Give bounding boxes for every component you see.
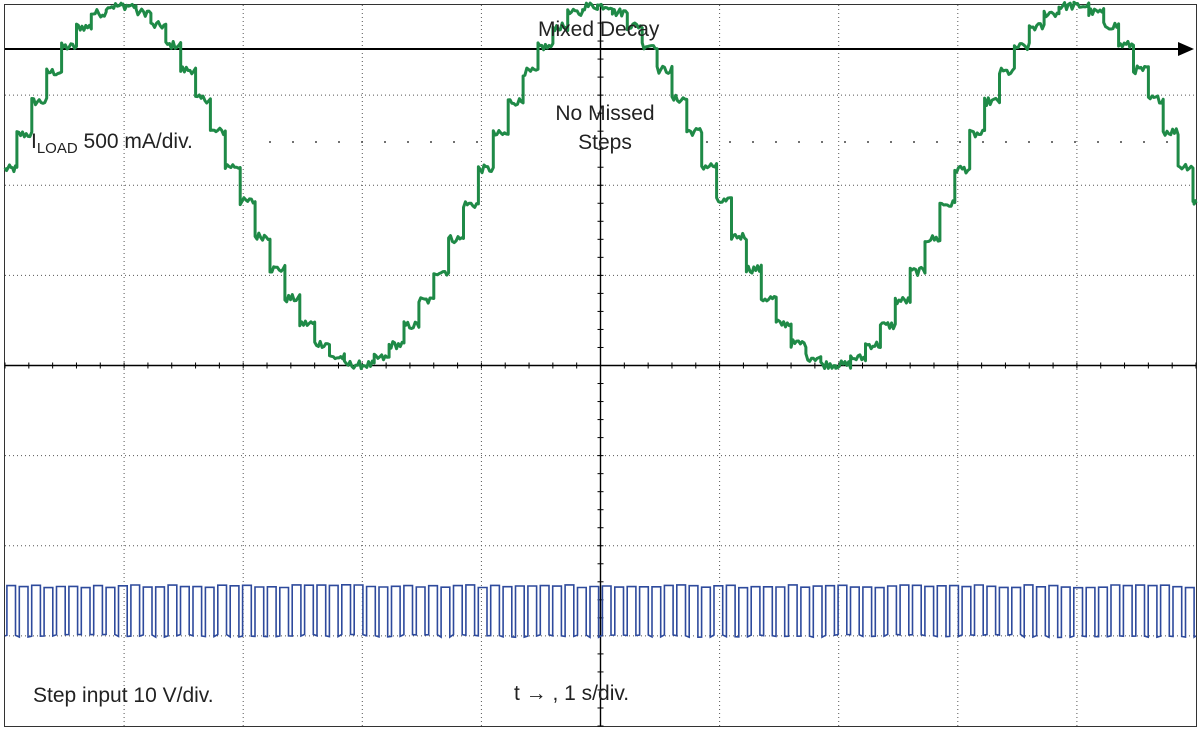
series-label-current-subscript: LOAD <box>36 140 78 157</box>
annotation-dot <box>1051 141 1053 143</box>
center-axes <box>4 4 1197 727</box>
annotation-dot <box>292 141 294 143</box>
annotation-dot <box>407 141 409 143</box>
annotation-dot <box>982 141 984 143</box>
current-trace <box>3 0 1198 371</box>
annotation-dot <box>1120 141 1122 143</box>
annotation-dot <box>430 141 432 143</box>
step-input-trace <box>4 584 1197 639</box>
annotation-dots <box>269 141 1168 143</box>
annotation-dot <box>476 141 478 143</box>
series-label-current: ILOAD 500 mA/div. <box>31 131 193 156</box>
annotation-dot <box>959 141 961 143</box>
series-label-current-prefix: I <box>31 130 37 153</box>
series-label-current-suffix: 500 mA/div. <box>77 130 193 153</box>
annotation-dot <box>775 141 777 143</box>
annotation-dot <box>729 141 731 143</box>
annotation-dot <box>1074 141 1076 143</box>
chart-title: Mixed Decay <box>538 18 660 41</box>
annotation-dot <box>453 141 455 143</box>
annotation-dot <box>1097 141 1099 143</box>
annotation-dot <box>821 141 823 143</box>
annotation-dot <box>1028 141 1030 143</box>
annotation-dot <box>867 141 869 143</box>
series-label-step: Step input 10 V/div. <box>33 684 214 707</box>
title-arrow-head <box>1178 42 1194 56</box>
annotation-dot <box>338 141 340 143</box>
annotation-dot <box>890 141 892 143</box>
annotation-dot <box>706 141 708 143</box>
annotation-line-2: Steps <box>578 131 632 154</box>
annotation-dot <box>844 141 846 143</box>
annotation-dot <box>1166 141 1168 143</box>
annotation-dot <box>384 141 386 143</box>
annotation-no-missed-steps: No Missed Steps <box>545 99 665 157</box>
annotation-dot <box>269 141 271 143</box>
annotation-dot <box>752 141 754 143</box>
annotation-line-1: No Missed <box>555 102 655 125</box>
annotation-dot <box>315 141 317 143</box>
annotation-dot <box>913 141 915 143</box>
x-axis-label: t → , 1 s/div. <box>514 682 630 705</box>
annotation-dot <box>936 141 938 143</box>
traces <box>3 0 1198 639</box>
annotation-dot <box>1005 141 1007 143</box>
annotation-dot <box>798 141 800 143</box>
title-arrow <box>5 42 1194 56</box>
annotation-dot <box>1143 141 1145 143</box>
annotation-dot <box>361 141 363 143</box>
